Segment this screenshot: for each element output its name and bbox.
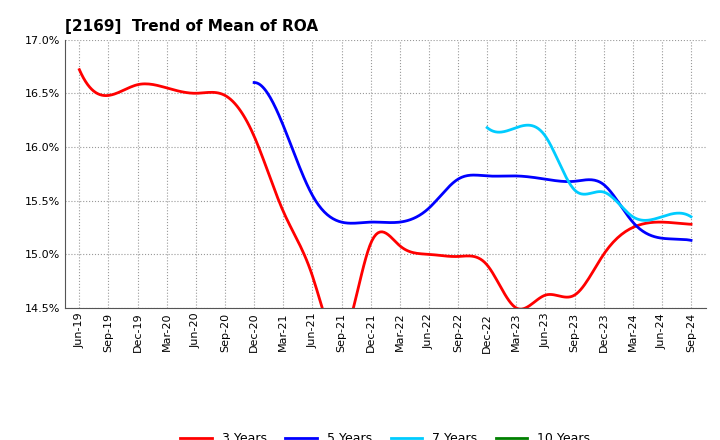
7 Years [523, 122, 532, 128]
7 Years [641, 218, 649, 223]
5 Years [508, 173, 517, 179]
Text: [2169]  Trend of Mean of ROA: [2169] Trend of Mean of ROA [65, 19, 318, 34]
7 Years [608, 195, 617, 200]
7 Years [483, 125, 492, 130]
7 Years [656, 215, 665, 220]
7 Years [687, 214, 696, 220]
Line: 5 Years: 5 Years [254, 83, 691, 240]
Line: 7 Years: 7 Years [487, 125, 691, 220]
3 Years [631, 224, 640, 229]
3 Years [451, 254, 460, 259]
3 Years [687, 222, 696, 227]
3 Years [75, 67, 84, 72]
5 Years [646, 232, 654, 238]
3 Years [335, 339, 343, 344]
3 Years [439, 253, 448, 258]
Legend: 3 Years, 5 Years, 7 Years, 10 Years: 3 Years, 5 Years, 7 Years, 10 Years [176, 427, 595, 440]
5 Years [250, 80, 258, 85]
7 Years [605, 192, 613, 198]
7 Years [669, 211, 678, 216]
5 Years [517, 173, 526, 179]
5 Years [251, 80, 260, 85]
5 Years [618, 205, 626, 211]
3 Years [441, 253, 450, 259]
Line: 3 Years: 3 Years [79, 70, 691, 341]
7 Years [484, 125, 492, 131]
7 Years [604, 192, 613, 197]
3 Years [77, 71, 86, 77]
5 Years [687, 238, 696, 243]
5 Years [510, 173, 518, 179]
3 Years [593, 262, 601, 268]
